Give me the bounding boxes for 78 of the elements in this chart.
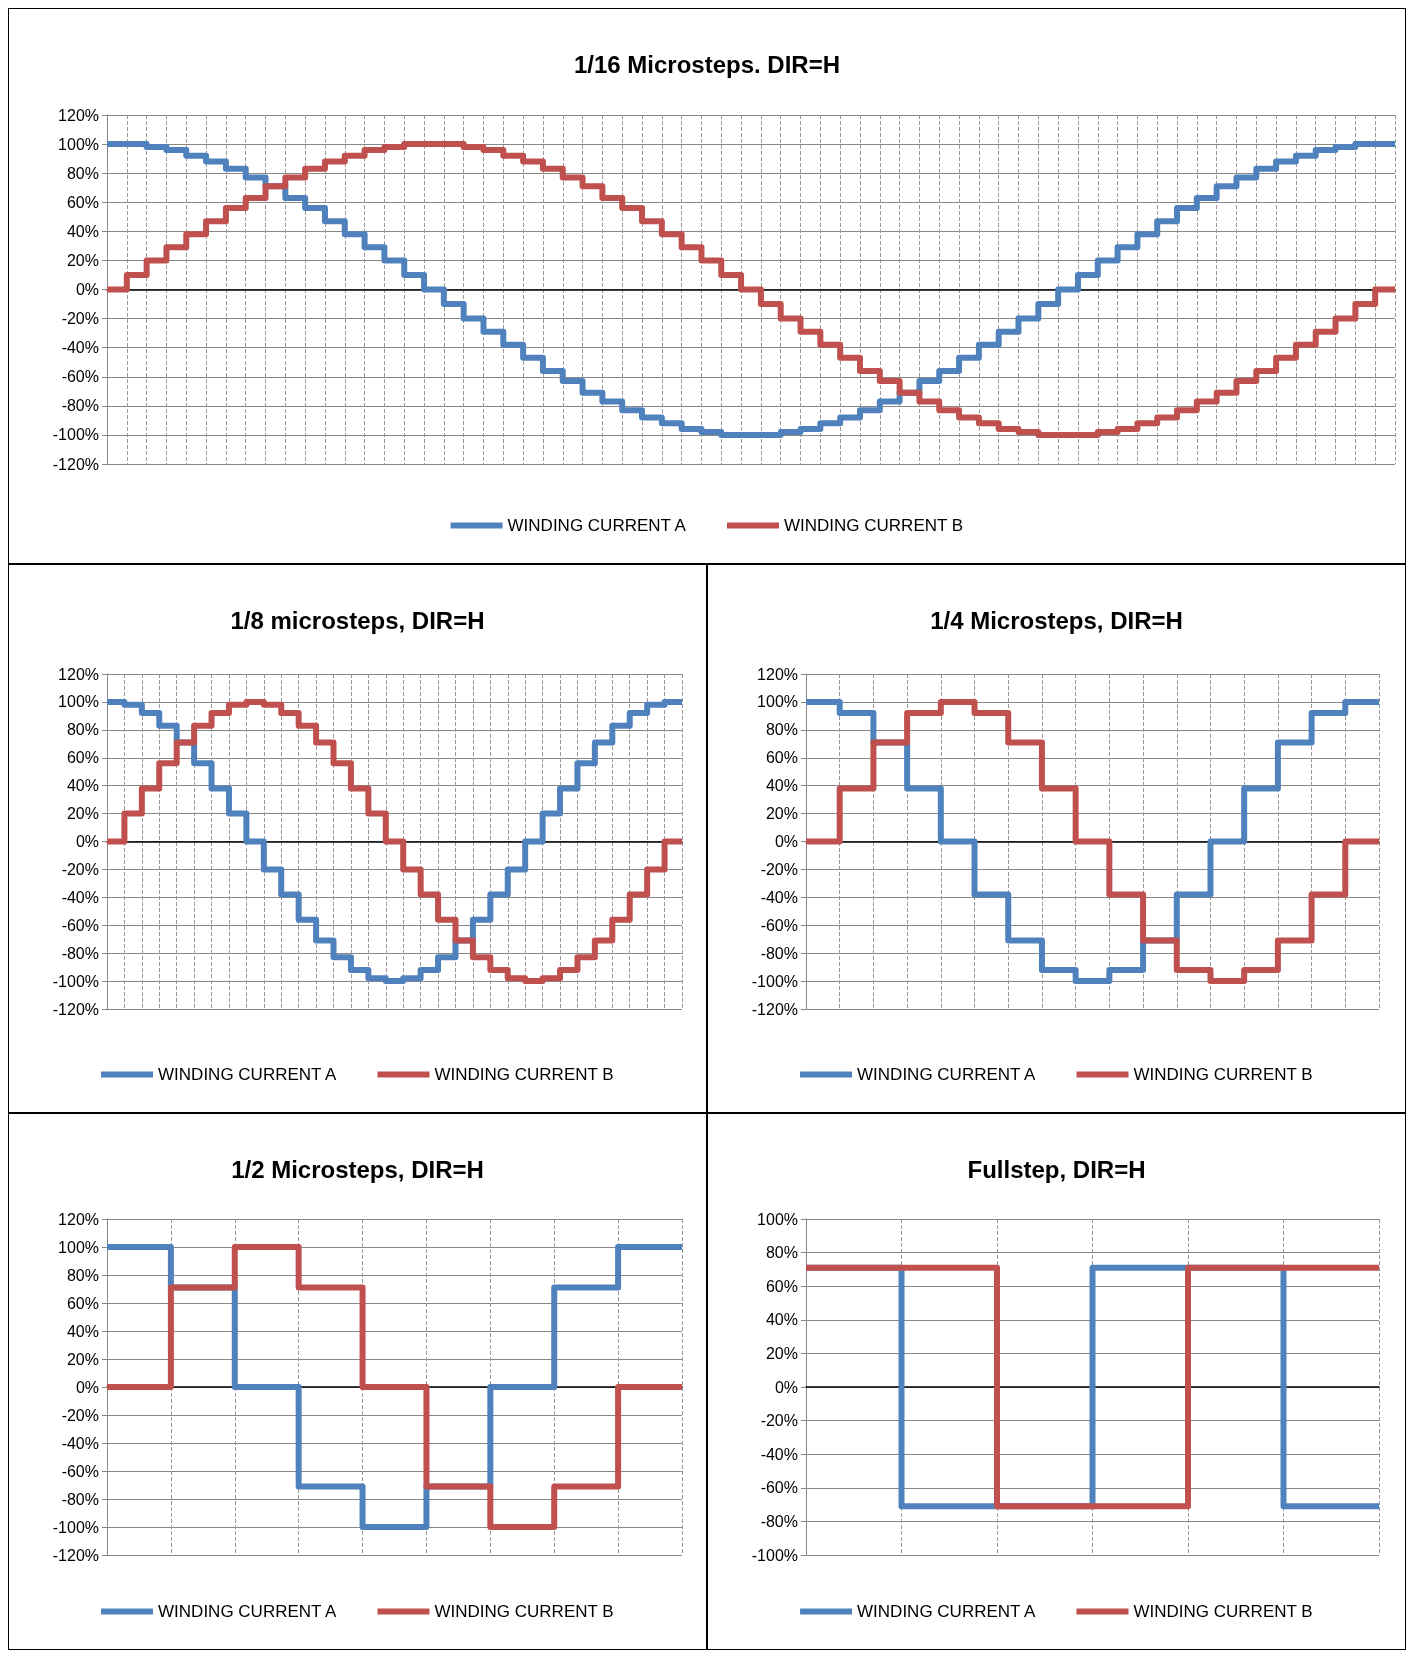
y-tick-label: 20% [66, 805, 99, 823]
y-tick-label: -120% [52, 1000, 99, 1018]
y-tick-label: -20% [61, 1406, 99, 1424]
legend-label: WINDING CURRENT A [158, 1065, 337, 1084]
y-tick-label: 80% [765, 1244, 798, 1262]
legend-label: WINDING CURRENT A [507, 516, 687, 535]
y-tick-label: -100% [751, 1546, 798, 1564]
y-tick-label: -60% [61, 1462, 99, 1480]
y-tick-label: 80% [66, 721, 99, 739]
chart-title: 1/4 Microsteps, DIR=H [930, 606, 1183, 634]
chart-title: 1/2 Microsteps, DIR=H [231, 1155, 484, 1183]
y-tick-label: 80% [765, 721, 798, 739]
legend-label: WINDING CURRENT B [434, 1065, 614, 1084]
y-tick-label: 0% [75, 281, 99, 298]
y-tick-label: 20% [765, 805, 798, 823]
y-tick-label: -80% [760, 1512, 798, 1530]
y-tick-label: -80% [61, 397, 99, 415]
chart-title: 1/16 Microsteps. DIR=H [573, 50, 841, 78]
y-tick-label: -40% [61, 888, 99, 906]
y-tick-label: 120% [757, 665, 798, 683]
y-tick-label: 120% [58, 665, 99, 683]
y-tick-label: 120% [58, 1210, 99, 1228]
y-tick-label: 60% [66, 749, 99, 767]
y-tick-label: -40% [61, 339, 99, 357]
y-tick-label: 20% [66, 1350, 99, 1368]
y-tick-label: 100% [58, 1238, 99, 1256]
y-tick-label: 100% [58, 135, 99, 153]
y-tick-label: 40% [765, 1311, 798, 1329]
y-tick-label: 60% [66, 193, 99, 211]
legend-label: WINDING CURRENT A [158, 1602, 337, 1621]
chart-title: 1/8 microsteps, DIR=H [230, 606, 485, 634]
y-tick-label: -20% [760, 1412, 798, 1430]
y-tick-label: -40% [760, 1445, 798, 1463]
y-tick-label: 0% [75, 1378, 99, 1396]
chart-title: Fullstep, DIR=H [967, 1155, 1146, 1183]
legend-label: WINDING CURRENT A [857, 1602, 1036, 1621]
y-tick-label: 80% [66, 1266, 99, 1284]
y-tick-label: -20% [61, 310, 99, 328]
y-tick-label: 40% [765, 777, 798, 795]
y-tick-label: -80% [61, 944, 99, 962]
y-tick-label: -100% [52, 972, 99, 990]
y-tick-label: 0% [774, 1378, 798, 1396]
y-tick-label: -120% [52, 455, 99, 473]
y-tick-label: -20% [760, 860, 798, 878]
y-tick-label: -80% [760, 944, 798, 962]
y-tick-label: 100% [58, 693, 99, 711]
y-tick-label: 60% [765, 749, 798, 767]
y-tick-label: -40% [61, 1434, 99, 1452]
y-tick-label: -60% [760, 916, 798, 934]
legend-label: WINDING CURRENT B [784, 516, 964, 535]
y-tick-label: -60% [61, 916, 99, 934]
legend-label: WINDING CURRENT B [1133, 1602, 1313, 1621]
y-tick-label: -120% [751, 1000, 798, 1018]
y-tick-label: 60% [765, 1277, 798, 1295]
legend-label: WINDING CURRENT B [434, 1602, 614, 1621]
legend-label: WINDING CURRENT A [857, 1065, 1036, 1084]
y-tick-label: -40% [760, 888, 798, 906]
legend-label: WINDING CURRENT B [1133, 1065, 1313, 1084]
y-tick-label: -20% [61, 860, 99, 878]
y-tick-label: 40% [66, 1322, 99, 1340]
y-tick-label: -60% [61, 368, 99, 386]
y-tick-label: -120% [52, 1546, 99, 1564]
y-tick-label: -100% [52, 426, 99, 444]
y-tick-label: -80% [61, 1490, 99, 1508]
y-tick-label: -100% [52, 1518, 99, 1536]
y-tick-label: 0% [75, 833, 99, 850]
y-tick-label: -60% [760, 1479, 798, 1497]
y-tick-label: 20% [66, 251, 99, 269]
y-tick-label: 0% [774, 833, 798, 850]
y-tick-label: -100% [751, 972, 798, 990]
y-tick-label: 80% [66, 164, 99, 182]
y-tick-label: 40% [66, 222, 99, 240]
y-tick-label: 40% [66, 777, 99, 795]
y-tick-label: 100% [757, 693, 798, 711]
y-tick-label: 60% [66, 1294, 99, 1312]
y-tick-label: 120% [58, 106, 99, 124]
y-tick-label: 20% [765, 1344, 798, 1362]
y-tick-label: 100% [757, 1210, 798, 1228]
